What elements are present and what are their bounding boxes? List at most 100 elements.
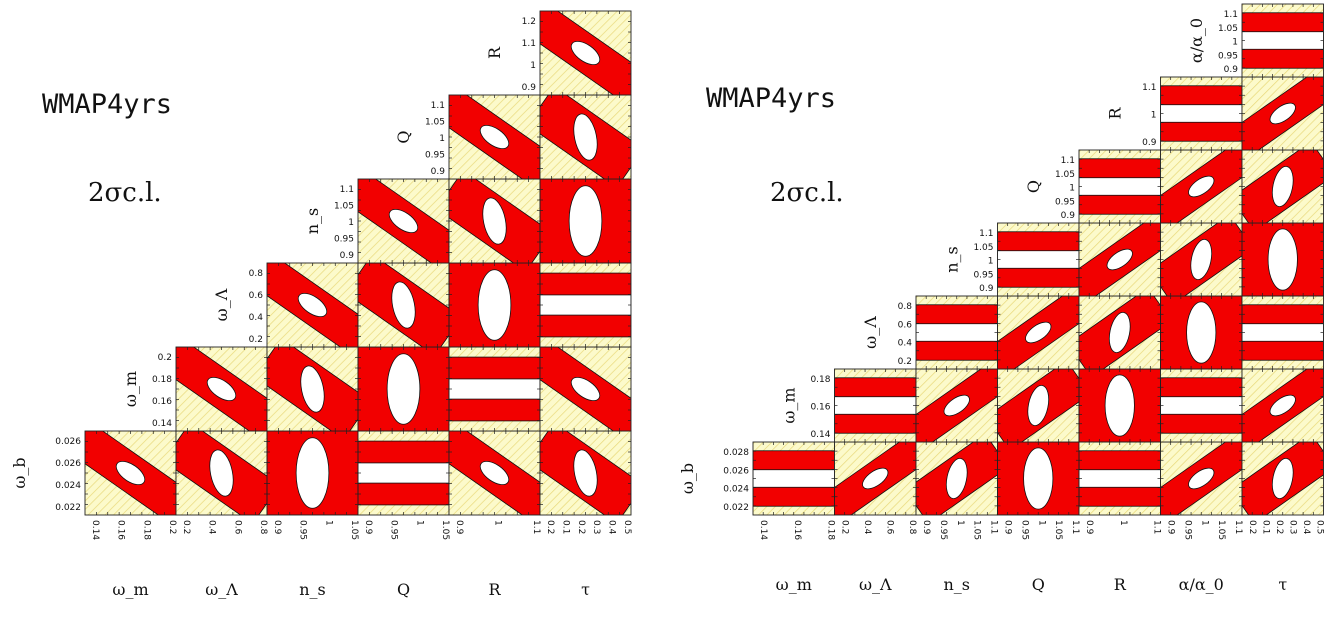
contour-panel — [997, 441, 1080, 516]
chart-title: WMAP4yrs — [706, 83, 836, 114]
y-axis-label: Q — [1024, 180, 1043, 193]
x-tick-label: 0.3 — [591, 520, 601, 534]
x-tick-label: 1.05 — [349, 520, 359, 540]
x-axis-label: ω_m — [112, 580, 148, 599]
x-tick-label: 1.05 — [440, 520, 450, 540]
x-tick-label: 1.05 — [972, 520, 982, 540]
x-tick-label: 1.1 — [1152, 520, 1162, 534]
x-tick-label: 0.14 — [758, 520, 768, 540]
contour-panel — [539, 10, 632, 96]
y-tick-label: 1.05 — [334, 202, 354, 212]
contour-panel — [997, 368, 1080, 443]
contour-panel — [357, 346, 450, 432]
contour-panel — [448, 262, 541, 348]
x-tick-label: 1.05 — [1053, 520, 1063, 540]
y-axis-label: n_s — [943, 246, 962, 273]
contour-panel — [834, 368, 917, 443]
x-axis-label: n_s — [299, 580, 326, 599]
y-axis-label: α/α_0 — [1187, 18, 1206, 63]
y-axis-label: R — [485, 46, 504, 59]
x-tick-label: 0.95 — [1019, 520, 1029, 540]
y-tick-label: 1.1 — [431, 101, 445, 111]
y-tick-label: 0.2 — [898, 357, 912, 367]
x-axis-label: ω_m — [776, 575, 812, 594]
x-tick-label: 0.2 — [840, 520, 850, 534]
y-tick-label: 1 — [1232, 38, 1238, 48]
x-tick-label: 1 — [1036, 520, 1046, 526]
contour-panel — [1160, 441, 1243, 516]
contour-panel — [752, 441, 835, 516]
y-tick-label: 0.028 — [723, 448, 749, 458]
contour-panel — [997, 295, 1080, 370]
contour-panel — [1241, 76, 1324, 151]
x-tick-label: 0.16 — [116, 520, 126, 540]
y-tick-label: 1.05 — [1218, 24, 1238, 34]
contour-panel — [1160, 368, 1243, 443]
y-tick-label: 1.1 — [1224, 10, 1238, 20]
x-tick-label: 1.1 — [531, 520, 541, 534]
x-tick-label: 1 — [323, 520, 333, 526]
x-tick-label: 0.9 — [1003, 520, 1013, 535]
y-tick-label: 0.95 — [334, 235, 354, 245]
y-tick-label: 0.9 — [979, 284, 994, 294]
x-tick-label: 0.6 — [232, 520, 242, 535]
contour-panel — [1078, 222, 1161, 297]
y-tick-label: 1.1 — [1142, 83, 1156, 93]
y-tick-label: 0.9 — [522, 83, 537, 93]
x-tick-label: 0.9 — [454, 520, 464, 535]
y-tick-label: 0.9 — [340, 251, 355, 261]
y-tick-label: 0.95 — [973, 270, 993, 280]
contour-panel — [1241, 3, 1324, 78]
contour-panel — [834, 441, 917, 516]
y-tick-label: 1.1 — [340, 185, 354, 195]
x-axis-label: τ — [1278, 575, 1287, 594]
contour-panel — [1241, 222, 1324, 297]
x-tick-label: 0.1 — [1261, 520, 1271, 534]
y-tick-label: 0.9 — [1224, 65, 1239, 75]
contour-panel — [448, 178, 541, 264]
contour-panel — [266, 430, 359, 516]
x-axis-label: ω_Λ — [859, 575, 892, 594]
x-axis-label: R — [488, 580, 501, 599]
x-tick-label: 0.5 — [622, 520, 632, 534]
y-axis-label: n_s — [303, 208, 322, 235]
x-tick-label: 1.1 — [1233, 520, 1243, 534]
y-axis-label: Q — [394, 130, 413, 143]
x-tick-label: 0.14 — [90, 520, 100, 540]
x-axis-label: ω_Λ — [205, 580, 238, 599]
y-tick-label: 0.024 — [723, 485, 749, 495]
x-tick-label: 0.9 — [1084, 520, 1094, 535]
y-tick-label: 0.9 — [1142, 138, 1157, 148]
x-tick-label: 0.9 — [1166, 520, 1176, 535]
x-tick-label: 1.1 — [1070, 520, 1080, 534]
x-tick-label: 0.2 — [1274, 520, 1284, 534]
x-tick-label: 1 — [493, 520, 503, 526]
x-tick-label: 0.2 — [167, 520, 177, 534]
y-tick-label: 0.4 — [249, 313, 264, 323]
x-tick-label: 0.9 — [363, 520, 373, 535]
y-axis-label: ω_Λ — [212, 288, 231, 321]
contour-panel — [915, 295, 998, 370]
contour-panel — [175, 346, 268, 432]
x-tick-label: 0.8 — [258, 520, 268, 535]
y-tick-label: 0.16 — [152, 397, 172, 407]
y-tick-label: 0.4 — [898, 339, 913, 349]
y-axis-label: ω_m — [121, 371, 140, 407]
contour-panel — [357, 262, 450, 348]
x-axis-label: n_s — [943, 575, 970, 594]
y-tick-label: 1.05 — [973, 243, 993, 253]
contour-panel — [915, 368, 998, 443]
y-tick-label: 1 — [530, 61, 536, 71]
y-tick-label: 1.1 — [979, 229, 993, 239]
contour-panel — [1078, 441, 1161, 516]
x-tick-label: 0.4 — [607, 520, 617, 535]
contour-panel — [357, 178, 450, 264]
contour-panel — [1241, 295, 1324, 370]
x-axis-label: R — [1114, 575, 1127, 594]
y-axis-label: ω_Λ — [861, 316, 880, 349]
y-tick-label: 0.026 — [55, 437, 81, 447]
x-axis-label: Q — [1032, 575, 1045, 594]
x-tick-label: 0.3 — [1288, 520, 1298, 534]
contour-panel — [448, 346, 541, 432]
